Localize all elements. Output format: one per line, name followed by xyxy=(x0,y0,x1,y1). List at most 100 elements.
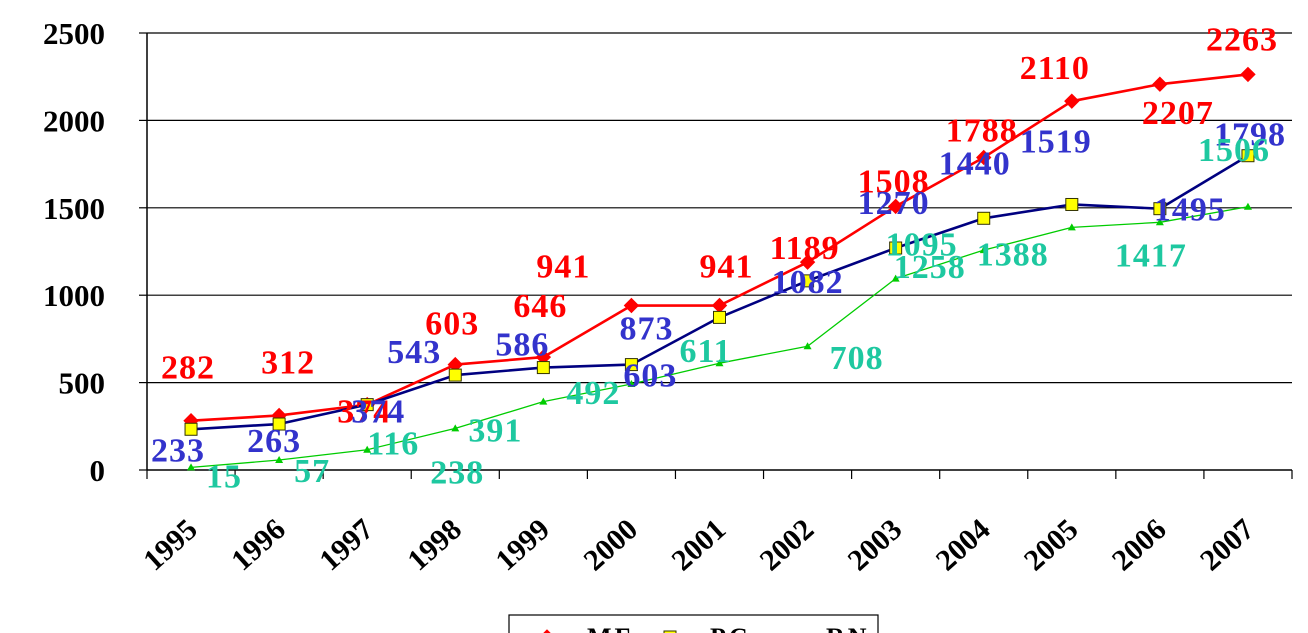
point-mf-2007 xyxy=(1240,66,1256,83)
data-label-mf-2006: 2207 xyxy=(1142,95,1214,132)
point-pc-1996 xyxy=(272,417,286,431)
x-tick-label-1996: 1996 xyxy=(225,513,292,578)
y-tick-label: 1500 xyxy=(43,191,105,226)
point-pc-2004 xyxy=(977,211,991,225)
data-label-rn-2002: 708 xyxy=(830,340,884,377)
axes xyxy=(139,32,1293,479)
data-label-pc-2000: 603 xyxy=(623,358,677,395)
x-axis-tick-labels: 1995 1996 1997 1998 1999 2000 2001 2002 2003 2004… xyxy=(137,513,1261,578)
data-label-rn-1999: 391 xyxy=(468,413,522,450)
point-pc-2000 xyxy=(624,358,638,372)
data-label-rn-2004: 1258 xyxy=(894,249,966,286)
point-pc-2002 xyxy=(801,274,815,288)
legend-marker-mf xyxy=(543,629,551,633)
point-pc-1999 xyxy=(536,361,550,375)
data-label-mf-2001: 941 xyxy=(700,249,754,286)
data-label-pc-2004: 1440 xyxy=(939,145,1011,182)
data-label-mf-2005: 2110 xyxy=(1020,50,1090,87)
data-label-pc-1996: 263 xyxy=(247,423,301,460)
point-rn-2006 xyxy=(1155,218,1164,226)
point-pc-1998 xyxy=(448,368,462,382)
legend: MF PC RN xyxy=(508,614,879,633)
data-label-pc-2005: 1519 xyxy=(1020,123,1092,160)
x-tick-label-1999: 1999 xyxy=(489,513,556,578)
data-label-rn-2005: 1388 xyxy=(977,236,1049,273)
data-label-pc-1995: 233 xyxy=(151,432,205,469)
data-label-rn-2007: 1506 xyxy=(1198,132,1270,169)
point-rn-2004 xyxy=(979,246,988,254)
y-tick-label: 2000 xyxy=(43,103,105,138)
point-rn-2003 xyxy=(891,274,900,282)
data-label-rn-2003: 1095 xyxy=(886,227,958,264)
point-mf-2001 xyxy=(711,297,728,314)
legend-label-mf: MF xyxy=(587,623,633,633)
data-label-mf-1998: 603 xyxy=(425,306,479,343)
legend-label-pc: PC xyxy=(710,623,751,633)
point-pc-2007 xyxy=(1241,149,1255,163)
point-mf-2004 xyxy=(976,149,992,166)
series-line-pc xyxy=(190,154,1249,431)
data-label-rn-1996: 57 xyxy=(294,453,330,490)
point-rn-2005 xyxy=(1067,223,1076,231)
data-label-pc-1997: 374 xyxy=(351,394,405,431)
data-label-pc-1998: 543 xyxy=(387,334,441,371)
legend-marker-pc xyxy=(663,630,677,633)
x-tick-label-2005: 2005 xyxy=(1018,513,1085,578)
legend-box xyxy=(508,614,879,633)
data-label-mf-1997: 374 xyxy=(337,394,391,431)
x-tick-label-1997: 1997 xyxy=(313,513,380,578)
data-label-pc-2003: 1270 xyxy=(858,185,930,222)
x-tick-label-2000: 2000 xyxy=(577,513,644,578)
data-label-rn-2001: 611 xyxy=(680,333,732,370)
x-tick-label-1995: 1995 xyxy=(137,513,204,578)
data-label-pc-2001: 873 xyxy=(620,310,674,347)
point-rn-1999 xyxy=(539,397,548,405)
point-pc-1995 xyxy=(184,422,198,436)
point-pc-2006 xyxy=(1153,202,1167,216)
y-tick-label: 2500 xyxy=(43,16,105,51)
data-label-mf-1996: 312 xyxy=(261,344,315,381)
x-tick-label-2006: 2006 xyxy=(1106,513,1173,578)
point-mf-2005 xyxy=(1064,93,1080,109)
data-label-pc-2007: 1798 xyxy=(1214,117,1286,154)
point-rn-1996 xyxy=(275,456,284,464)
x-tick-label-2007: 2007 xyxy=(1194,513,1261,578)
point-pc-1997 xyxy=(360,398,374,412)
x-tick-label-2001: 2001 xyxy=(666,513,733,578)
data-label-mf-1999: 646 xyxy=(513,288,567,325)
gridlines xyxy=(147,32,1292,384)
point-pc-2001 xyxy=(713,310,726,324)
y-tick-label: 1000 xyxy=(43,278,105,313)
y-axis-tick-labels: 0 500 1000 1500 2000 2500 xyxy=(43,16,105,488)
y-tick-label: 0 xyxy=(90,453,106,488)
series-layer xyxy=(183,66,1256,471)
x-tick-label-2003: 2003 xyxy=(842,513,909,578)
data-label-mf-2007: 2263 xyxy=(1206,21,1278,58)
point-rn-1995 xyxy=(187,463,196,471)
data-label-mf-1995: 282 xyxy=(161,350,215,387)
point-rn-2007 xyxy=(1243,202,1252,210)
x-tick-label-1998: 1998 xyxy=(401,513,468,578)
point-rn-2001 xyxy=(715,359,724,367)
point-pc-2003 xyxy=(889,241,903,255)
data-label-mf-2000: 941 xyxy=(536,249,590,286)
data-label-mf-2002: 1189 xyxy=(770,230,840,267)
data-label-rn-1998: 238 xyxy=(430,454,484,491)
point-pc-2005 xyxy=(1065,197,1079,211)
x-tick-label-2002: 2002 xyxy=(754,513,821,578)
data-label-rn-1997: 116 xyxy=(367,426,419,463)
data-label-rn-2000: 492 xyxy=(566,375,620,412)
point-mf-2006 xyxy=(1152,76,1168,92)
point-mf-2000 xyxy=(623,297,640,314)
x-tick-label-2004: 2004 xyxy=(930,513,997,578)
data-label-mf-2004: 1788 xyxy=(946,112,1018,149)
point-rn-1997 xyxy=(363,445,372,453)
data-label-rn-2006: 1417 xyxy=(1115,237,1187,274)
y-tick-label: 500 xyxy=(59,366,106,401)
legend-label-rn: RN xyxy=(826,623,870,633)
point-rn-2000 xyxy=(627,379,636,387)
data-label-mf-2003: 1508 xyxy=(858,163,930,200)
point-rn-1998 xyxy=(451,424,460,432)
